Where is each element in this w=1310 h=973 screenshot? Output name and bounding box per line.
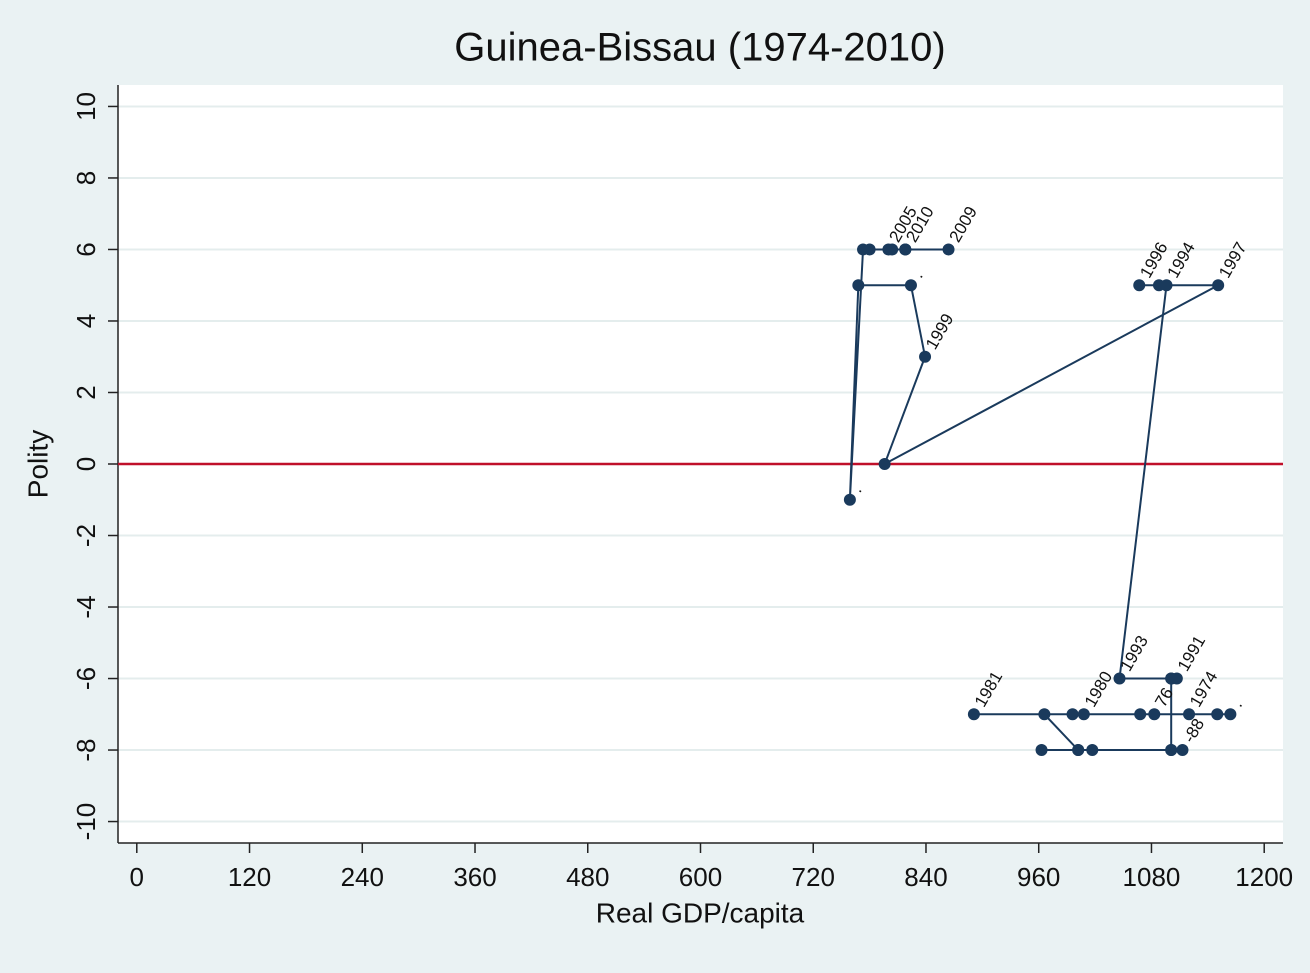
y-tick-label: -10	[71, 803, 101, 841]
x-tick-label: 0	[130, 862, 144, 892]
x-tick-label: 720	[792, 862, 835, 892]
point	[1113, 672, 1126, 685]
point	[942, 243, 955, 256]
point	[1086, 744, 1099, 757]
x-tick-label: 960	[1017, 862, 1060, 892]
point	[852, 279, 865, 292]
x-axis-label: Real GDP/capita	[596, 897, 805, 928]
point	[878, 458, 891, 470]
point	[1183, 708, 1196, 721]
point	[1165, 672, 1178, 685]
point	[1224, 708, 1237, 721]
point	[1134, 708, 1147, 721]
point	[1212, 279, 1225, 292]
point	[843, 493, 856, 506]
y-tick-label: 0	[71, 457, 101, 471]
point	[1038, 708, 1051, 721]
point	[1176, 744, 1189, 757]
point	[1072, 744, 1085, 757]
x-tick-label: 120	[228, 862, 271, 892]
y-tick-label: 6	[71, 242, 101, 256]
point	[863, 243, 876, 256]
x-tick-label: 240	[341, 862, 384, 892]
point	[1148, 708, 1161, 721]
y-tick-label: 8	[71, 171, 101, 185]
point	[1133, 279, 1146, 292]
x-tick-label: 1200	[1235, 862, 1293, 892]
y-tick-label: 2	[71, 385, 101, 399]
point	[1211, 708, 1224, 721]
x-tick-label: 360	[453, 862, 496, 892]
y-tick-label: -6	[71, 667, 101, 690]
y-tick-label: -8	[71, 738, 101, 761]
point	[1066, 708, 1079, 721]
y-tick-label: 10	[71, 92, 101, 121]
point	[899, 243, 912, 256]
point	[1077, 708, 1090, 721]
x-tick-label: 600	[679, 862, 722, 892]
point	[1035, 744, 1048, 757]
y-tick-label: 4	[71, 314, 101, 328]
x-tick-label: 840	[904, 862, 947, 892]
point	[919, 350, 932, 363]
point	[967, 708, 980, 721]
y-tick-label: -2	[71, 524, 101, 547]
point	[886, 243, 899, 256]
y-tick-label: -4	[71, 595, 101, 618]
y-axis-label: Polity	[22, 430, 53, 498]
chart-title: Guinea-Bissau (1974-2010)	[454, 26, 945, 70]
point	[904, 279, 917, 292]
point	[1165, 744, 1178, 757]
x-tick-label: 480	[566, 862, 609, 892]
point	[1152, 279, 1165, 292]
x-tick-label: 1080	[1123, 862, 1181, 892]
